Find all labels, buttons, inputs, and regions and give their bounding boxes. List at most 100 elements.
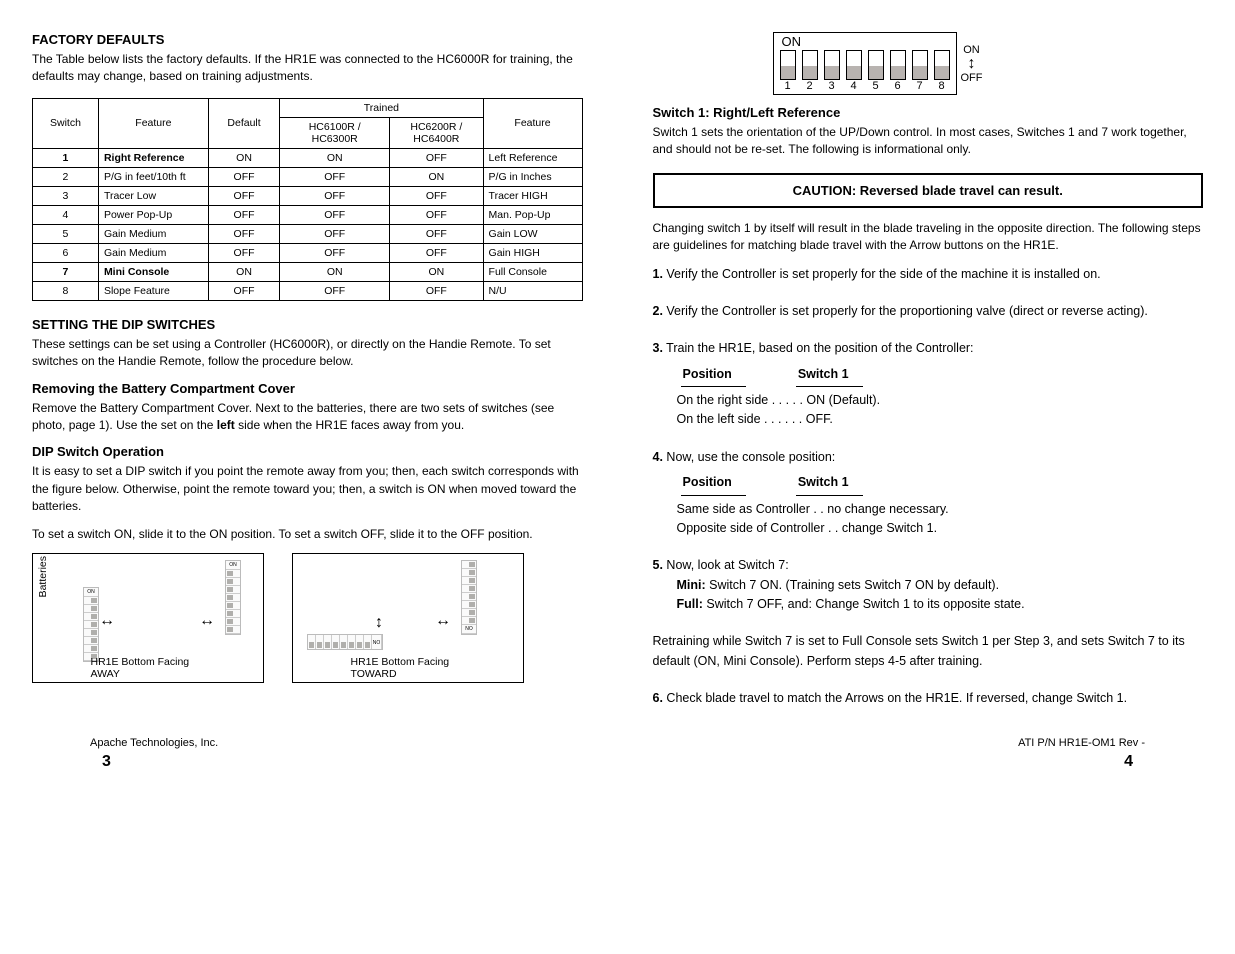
dip-switch	[912, 50, 928, 80]
table-cell: Mini Console	[98, 262, 208, 281]
table-cell: OFF	[280, 224, 390, 243]
table-cell: OFF	[280, 243, 390, 262]
remove-cover-para: Remove the Battery Compartment Cover. Ne…	[32, 400, 583, 435]
dip-switch	[890, 50, 906, 80]
table-cell: OFF	[280, 186, 390, 205]
table-cell: 3	[33, 186, 99, 205]
table-cell: OFF	[390, 281, 483, 300]
remove-cover-title: Removing the Battery Compartment Cover	[32, 381, 583, 396]
th-hc62-64: HC6200R / HC6400R	[390, 117, 483, 148]
arrow-icon: ↔	[435, 612, 451, 630]
table-cell: OFF	[208, 224, 279, 243]
dip-on-label: ON	[780, 34, 950, 50]
table-cell: Power Pop-Up	[98, 205, 208, 224]
footer-company: Apache Technologies, Inc.	[90, 737, 218, 749]
dip-number: 8	[934, 80, 950, 92]
table-cell: Right Reference	[98, 148, 208, 167]
table-row: 7Mini ConsoleONONONFull Console	[33, 262, 583, 281]
switch1-title: Switch 1: Right/Left Reference	[653, 105, 1204, 120]
dip-switch	[868, 50, 884, 80]
footer-docnum: ATI P/N HR1E-OM1 Rev -	[1018, 737, 1145, 749]
table-cell: OFF	[280, 281, 390, 300]
dip-op-para-a: It is easy to set a DIP switch if you po…	[32, 463, 583, 515]
table-cell: Full Console	[483, 262, 582, 281]
step: 3. Train the HR1E, based on the position…	[653, 339, 1204, 430]
diagram-toward: NO NO ↕ ↔ HR1E Bottom Facing TOWARD	[292, 553, 524, 683]
table-cell: ON	[280, 148, 390, 167]
footer-page-right: 4	[1018, 749, 1145, 775]
table-cell: ON	[208, 148, 279, 167]
diagram-toward-caption: HR1E Bottom Facing TOWARD	[351, 656, 466, 680]
table-cell: Tracer Low	[98, 186, 208, 205]
table-cell: 6	[33, 243, 99, 262]
dip-toward-left: NO	[307, 634, 383, 650]
dip-away-right: ON	[225, 560, 241, 635]
factory-defaults-intro: The Table below lists the factory defaul…	[32, 51, 583, 86]
table-row: 4Power Pop-UpOFFOFFOFFMan. Pop-Up	[33, 205, 583, 224]
dip-switch-diagram: ON 12345678 ON ↕ OFF	[653, 32, 1204, 95]
switch1-body: Switch 1 sets the orientation of the UP/…	[653, 124, 1204, 159]
table-cell: ON	[208, 262, 279, 281]
step: 1. Verify the Controller is set properly…	[653, 265, 1204, 284]
th-default: Default	[208, 98, 279, 148]
setting-dip-title: SETTING THE DIP SWITCHES	[32, 317, 583, 332]
table-row: 3Tracer LowOFFOFFOFFTracer HIGH	[33, 186, 583, 205]
table-cell: OFF	[208, 167, 279, 186]
th-hc61-63: HC6100R / HC6300R	[280, 117, 390, 148]
table-header-row-1: Switch Feature Default Trained Feature	[33, 98, 583, 117]
page-footer: Apache Technologies, Inc. 3 ATI P/N HR1E…	[0, 737, 1235, 791]
factory-defaults-title: FACTORY DEFAULTS	[32, 32, 583, 47]
diagram-away-caption: HR1E Bottom Facing AWAY	[91, 656, 206, 680]
step: 2. Verify the Controller is set properly…	[653, 302, 1204, 321]
dip-switch	[824, 50, 840, 80]
table-row: 5Gain MediumOFFOFFOFFGain LOW	[33, 224, 583, 243]
dip-number: 7	[912, 80, 928, 92]
table-cell: N/U	[483, 281, 582, 300]
defaults-table: Switch Feature Default Trained Feature H…	[32, 98, 583, 301]
table-cell: Gain Medium	[98, 243, 208, 262]
arrow-icon: ↔	[99, 612, 115, 630]
table-row: 1Right ReferenceONONOFFLeft Reference	[33, 148, 583, 167]
table-cell: Man. Pop-Up	[483, 205, 582, 224]
table-cell: Slope Feature	[98, 281, 208, 300]
table-cell: Left Reference	[483, 148, 582, 167]
table-row: 2P/G in feet/10th ftOFFOFFONP/G in Inche…	[33, 167, 583, 186]
caution-box: CAUTION: Reversed blade travel can resul…	[653, 173, 1204, 208]
dip-op-title: DIP Switch Operation	[32, 444, 583, 459]
dip-legend: ON ↕ OFF	[961, 44, 983, 84]
dip-number: 1	[780, 80, 796, 92]
table-cell: 5	[33, 224, 99, 243]
dip-number: 5	[868, 80, 884, 92]
footer-left: Apache Technologies, Inc. 3	[90, 737, 218, 775]
th-switch: Switch	[33, 98, 99, 148]
table-cell: OFF	[208, 205, 279, 224]
table-cell: P/G in Inches	[483, 167, 582, 186]
table-cell: OFF	[208, 243, 279, 262]
table-cell: OFF	[208, 186, 279, 205]
table-cell: OFF	[280, 205, 390, 224]
dip-away-left: ON	[83, 587, 99, 662]
dip-switch	[780, 50, 796, 80]
table-cell: 2	[33, 167, 99, 186]
table-cell: ON	[280, 262, 390, 281]
dip-body: ON 12345678	[773, 32, 957, 95]
dip-toward-right: NO	[461, 560, 477, 635]
table-cell: Gain LOW	[483, 224, 582, 243]
dip-number: 6	[890, 80, 906, 92]
table-cell: OFF	[390, 224, 483, 243]
caution-followup: Changing switch 1 by itself will result …	[653, 220, 1204, 255]
left-column: FACTORY DEFAULTS The Table below lists t…	[32, 32, 583, 727]
table-cell: OFF	[390, 148, 483, 167]
table-row: 8Slope FeatureOFFOFFOFFN/U	[33, 281, 583, 300]
dip-number: 3	[824, 80, 840, 92]
diagram-away: Batteries ON ON ↔ ↔	[32, 553, 264, 683]
table-cell: Tracer HIGH	[483, 186, 582, 205]
footer-page-left: 3	[90, 749, 218, 775]
step: 6. Check blade travel to match the Arrow…	[653, 689, 1204, 708]
table-cell: 7	[33, 262, 99, 281]
table-cell: Gain Medium	[98, 224, 208, 243]
table-cell: OFF	[208, 281, 279, 300]
step: 4. Now, use the console position:Positio…	[653, 448, 1204, 539]
setting-dip-para: These settings can be set using a Contro…	[32, 336, 583, 371]
step: 5. Now, look at Switch 7:Mini: Switch 7 …	[653, 556, 1204, 614]
